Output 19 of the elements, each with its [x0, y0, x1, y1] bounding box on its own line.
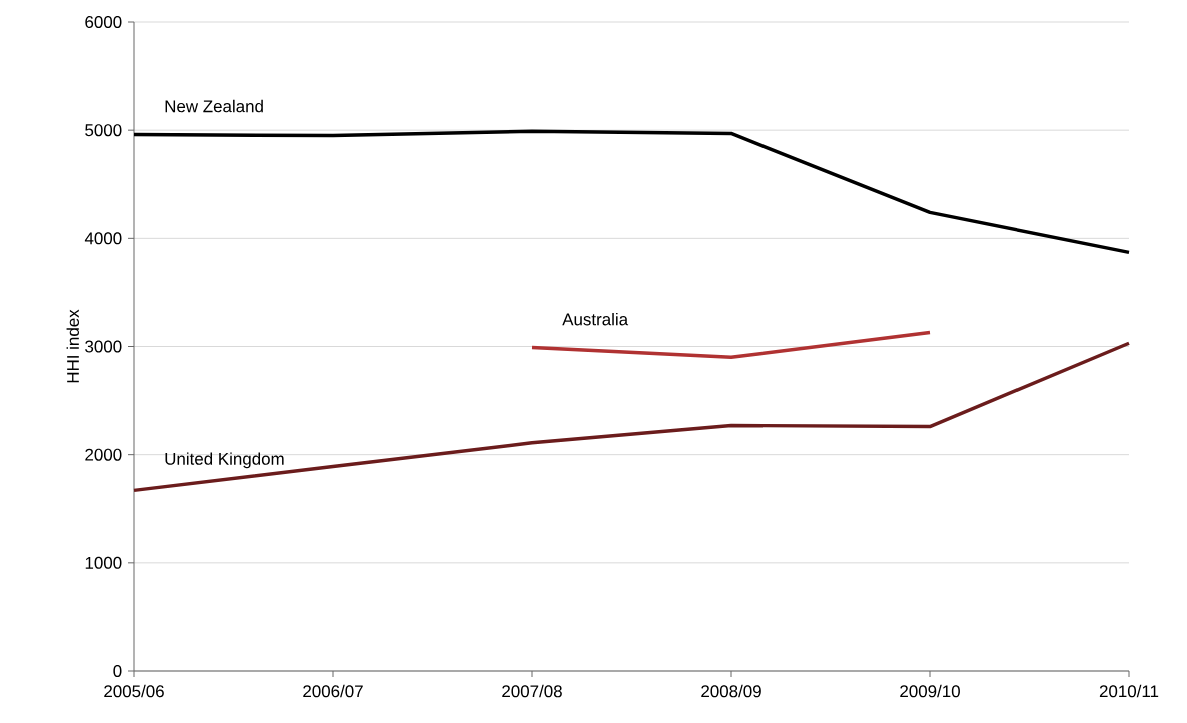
series-label: New Zealand — [165, 99, 263, 113]
x-tick-label: 2007/08 — [502, 684, 562, 698]
line-series — [132, 129, 1131, 255]
x-tick-label: 2008/09 — [701, 684, 761, 698]
x-tick-label: 2006/07 — [303, 684, 363, 698]
line-series — [132, 341, 1131, 493]
y-tick-label: 4000 — [84, 232, 122, 245]
y-axis-title: HHI index — [66, 309, 79, 383]
x-tick-label: 2010/11 — [1099, 684, 1159, 698]
x-tick-label: 2009/10 — [900, 684, 960, 698]
y-tick-label: 6000 — [85, 16, 122, 28]
y-tick-label: 2000 — [85, 448, 122, 461]
series-label: United Kingdom — [165, 452, 284, 469]
y-tick-label: 0 — [113, 665, 122, 677]
series-label: Australia — [562, 312, 629, 326]
y-tick-label: 1000 — [85, 556, 122, 569]
y-tick-label: 5000 — [85, 124, 122, 137]
x-tick-label: 2005/06 — [104, 684, 164, 698]
y-tick-label: 3000 — [85, 340, 122, 353]
